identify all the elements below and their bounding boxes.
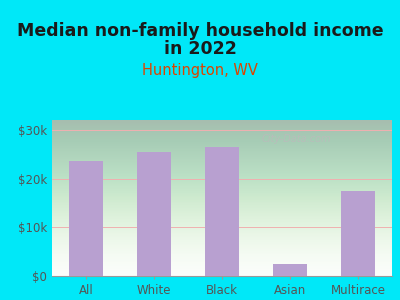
Text: City-Data.com: City-Data.com [262,134,332,144]
Bar [69,161,103,276]
Text: Median non-family household income: Median non-family household income [17,22,383,40]
Text: in 2022: in 2022 [164,40,236,58]
Text: Huntington, WV: Huntington, WV [142,63,258,78]
Bar [205,147,239,276]
Bar [137,152,171,276]
Bar [341,191,375,276]
Bar [273,264,307,276]
